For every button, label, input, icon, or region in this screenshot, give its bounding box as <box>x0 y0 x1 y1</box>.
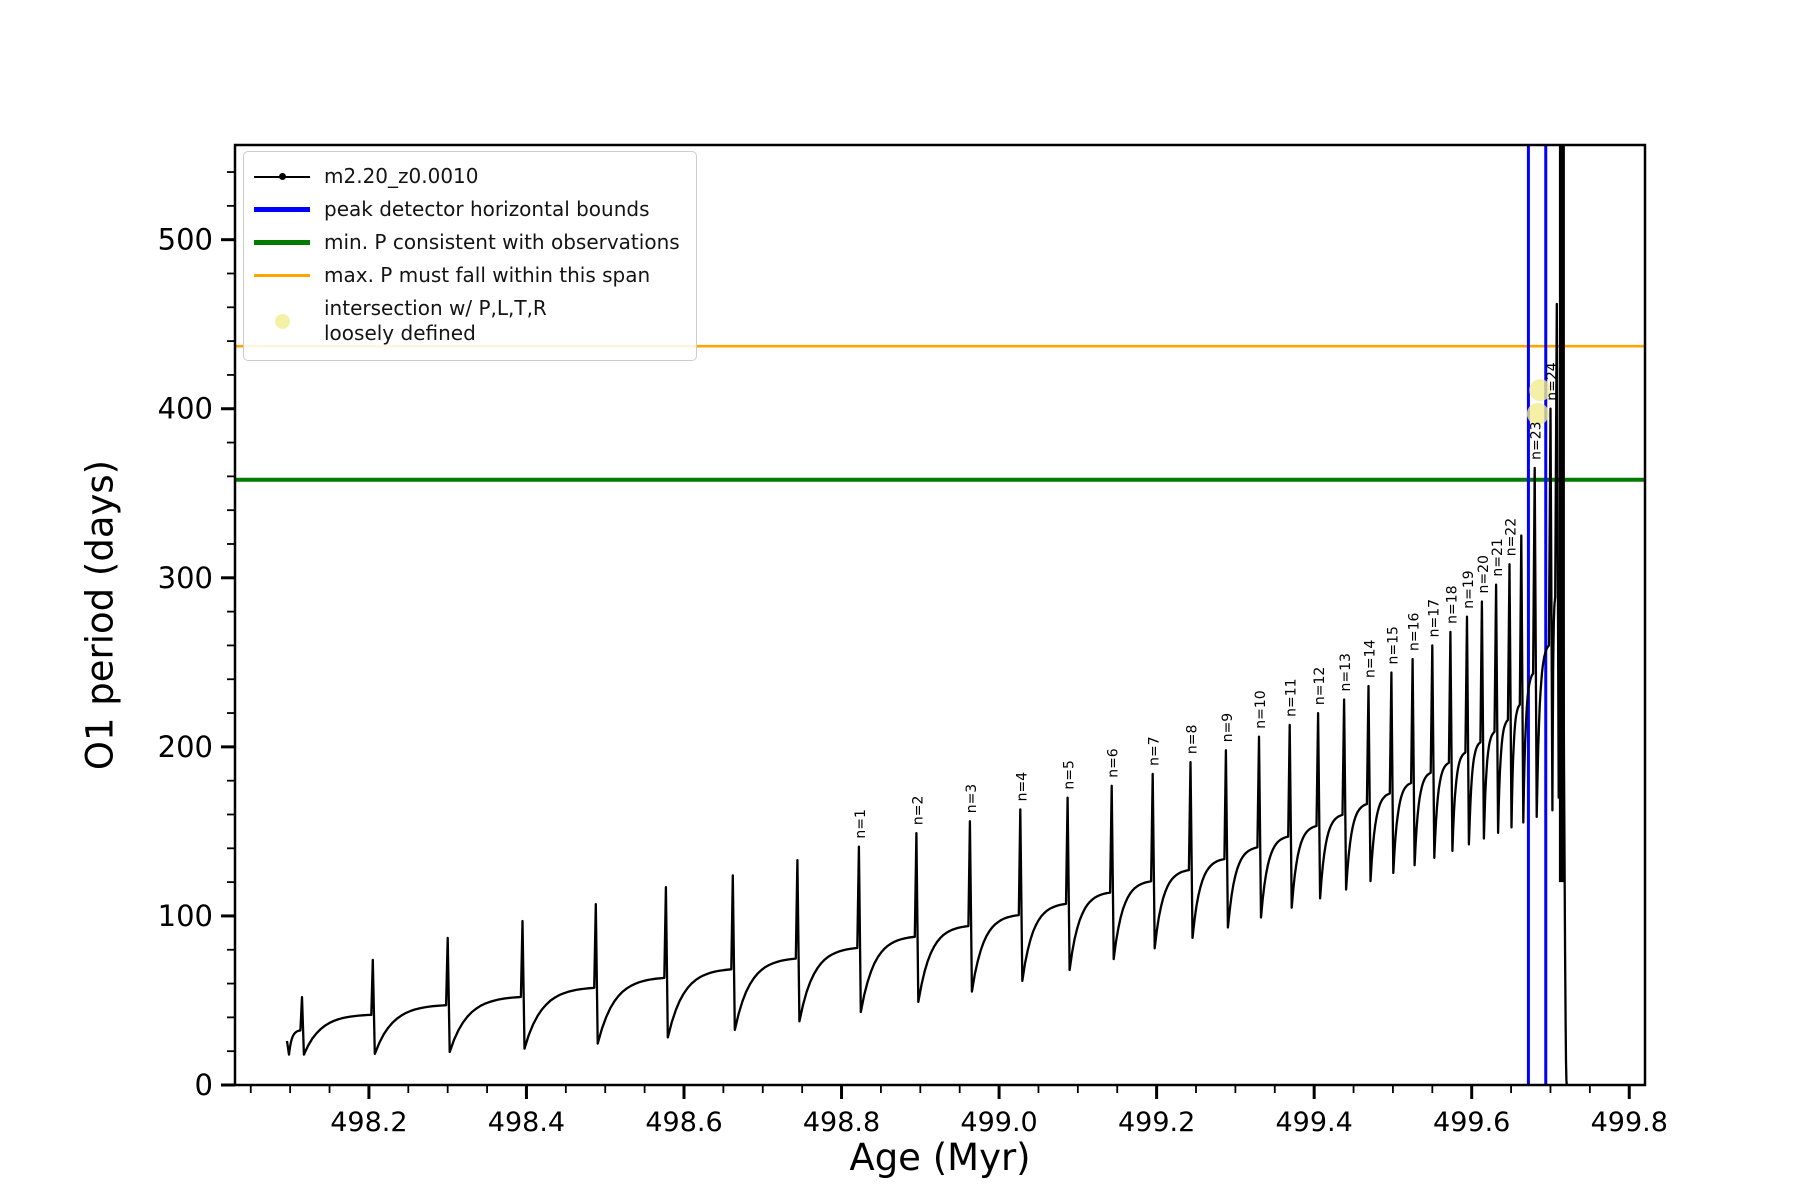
axis-frame <box>233 143 1647 1087</box>
legend-item-series: m2.20_z0.0010 <box>254 160 680 193</box>
legend-label-intersection-line1: intersection w/ P,L,T,R <box>324 296 547 320</box>
legend-label-series: m2.20_z0.0010 <box>324 164 479 188</box>
y-tick-label: 0 <box>195 1068 213 1102</box>
peak-label: n=8 <box>1185 725 1201 755</box>
intersection-marker <box>1529 379 1552 402</box>
legend-label-intersection: intersection w/ P,L,T,R loosely defined <box>324 296 547 346</box>
peak-label: n=3 <box>964 784 980 814</box>
legend-item-intersection: intersection w/ P,L,T,R loosely defined <box>254 292 680 350</box>
peak-label: n=17 <box>1426 599 1442 637</box>
series-line-swatch <box>254 166 310 188</box>
x-tick-label: 498.8 <box>803 1107 880 1138</box>
legend-swatch-4 <box>274 313 290 329</box>
peak-label: n=15 <box>1385 626 1401 664</box>
x-tick-label: 499.0 <box>960 1107 1037 1138</box>
x-tick-label: 498.2 <box>330 1107 407 1138</box>
peak-label: n=2 <box>910 796 926 826</box>
peak-label: n=4 <box>1014 772 1030 802</box>
x-axis-label: Age (Myr) <box>849 1136 1031 1179</box>
x-tick-label: 498.4 <box>488 1107 565 1138</box>
peak-label: n=11 <box>1284 678 1300 716</box>
series-marker-dot <box>278 173 286 180</box>
peak-label: n=18 <box>1444 585 1460 623</box>
intersection-dot-swatch <box>254 310 310 332</box>
max-period-swatch <box>254 265 310 287</box>
peak-label: n=12 <box>1312 667 1328 705</box>
x-tick-label: 499.8 <box>1591 1107 1668 1138</box>
y-axis-label: O1 period (days) <box>78 459 122 771</box>
legend-item-peak-bounds: peak detector horizontal bounds <box>254 193 680 226</box>
peak-label: n=1 <box>853 809 869 839</box>
x-tick-label: 499.4 <box>1276 1107 1353 1138</box>
intersection-marker <box>1526 402 1549 425</box>
legend: m2.20_z0.0010 peak detector horizontal b… <box>243 151 697 361</box>
peak-label: n=22 <box>1504 518 1520 556</box>
legend-label-intersection-line2: loosely defined <box>324 321 476 345</box>
peak-label: n=10 <box>1253 690 1269 728</box>
peak-label: n=5 <box>1062 760 1078 790</box>
peak-label: n=13 <box>1338 653 1354 691</box>
peak-label: n=14 <box>1363 639 1379 678</box>
x-tick-label: 498.6 <box>645 1107 722 1138</box>
legend-label-peak-bounds: peak detector horizontal bounds <box>324 197 650 221</box>
peak-label: n=19 <box>1461 570 1477 608</box>
peak-bounds-swatch <box>254 199 310 221</box>
legend-label-max-period: max. P must fall within this span <box>324 263 651 287</box>
peak-label: n=20 <box>1476 555 1492 593</box>
legend-swatch-1 <box>254 207 310 212</box>
series-line <box>285 145 1568 1085</box>
legend-item-min-period: min. P consistent with observations <box>254 226 680 259</box>
peak-label: n=23 <box>1529 421 1545 459</box>
legend-label-min-period: min. P consistent with observations <box>324 230 680 254</box>
peak-label: n=16 <box>1407 612 1423 651</box>
x-tick-label: 499.2 <box>1118 1107 1195 1138</box>
y-tick-label: 300 <box>158 561 213 595</box>
peak-label: n=24 <box>1545 362 1561 401</box>
y-tick-label: 500 <box>158 223 213 257</box>
y-tick-label: 100 <box>158 899 213 933</box>
legend-swatch-0 <box>254 173 310 180</box>
legend-swatch-3 <box>254 274 310 277</box>
legend-swatch-2 <box>254 240 310 245</box>
y-tick-label: 200 <box>158 730 213 764</box>
peak-label: n=21 <box>1490 538 1506 576</box>
peak-label: n=7 <box>1147 736 1163 766</box>
peak-label: n=9 <box>1220 713 1236 743</box>
x-tick-label: 499.6 <box>1433 1107 1510 1138</box>
min-period-swatch <box>254 232 310 254</box>
peak-label: n=6 <box>1106 748 1122 778</box>
legend-item-max-period: max. P must fall within this span <box>254 259 680 292</box>
y-tick-label: 400 <box>158 392 213 426</box>
